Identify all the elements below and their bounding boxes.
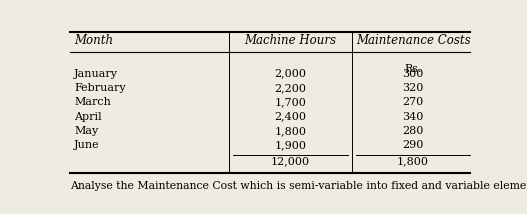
Text: April: April [74,111,102,122]
Text: 1,700: 1,700 [275,97,306,107]
Text: Rs.: Rs. [404,64,422,74]
Text: June: June [74,140,100,150]
Text: 280: 280 [402,126,424,136]
Text: May: May [74,126,99,136]
Text: 12,000: 12,000 [271,156,310,166]
Text: Maintenance Costs: Maintenance Costs [356,34,471,47]
Text: 1,800: 1,800 [397,156,429,166]
Text: Month: Month [74,34,113,47]
Text: 320: 320 [402,83,424,93]
Text: 2,200: 2,200 [275,83,307,93]
Text: 2,400: 2,400 [275,111,307,122]
Text: Machine Hours: Machine Hours [245,34,337,47]
Text: 2,000: 2,000 [275,68,307,79]
Text: January: January [74,68,118,79]
Text: 1,900: 1,900 [275,140,307,150]
Text: February: February [74,83,125,93]
Text: March: March [74,97,111,107]
Text: Analyse the Maintenance Cost which is semi-variable into fixed and variable elem: Analyse the Maintenance Cost which is se… [70,181,527,191]
Text: 270: 270 [403,97,424,107]
Text: 1,800: 1,800 [275,126,307,136]
Text: 290: 290 [402,140,424,150]
Text: 340: 340 [402,111,424,122]
Text: 300: 300 [402,68,424,79]
